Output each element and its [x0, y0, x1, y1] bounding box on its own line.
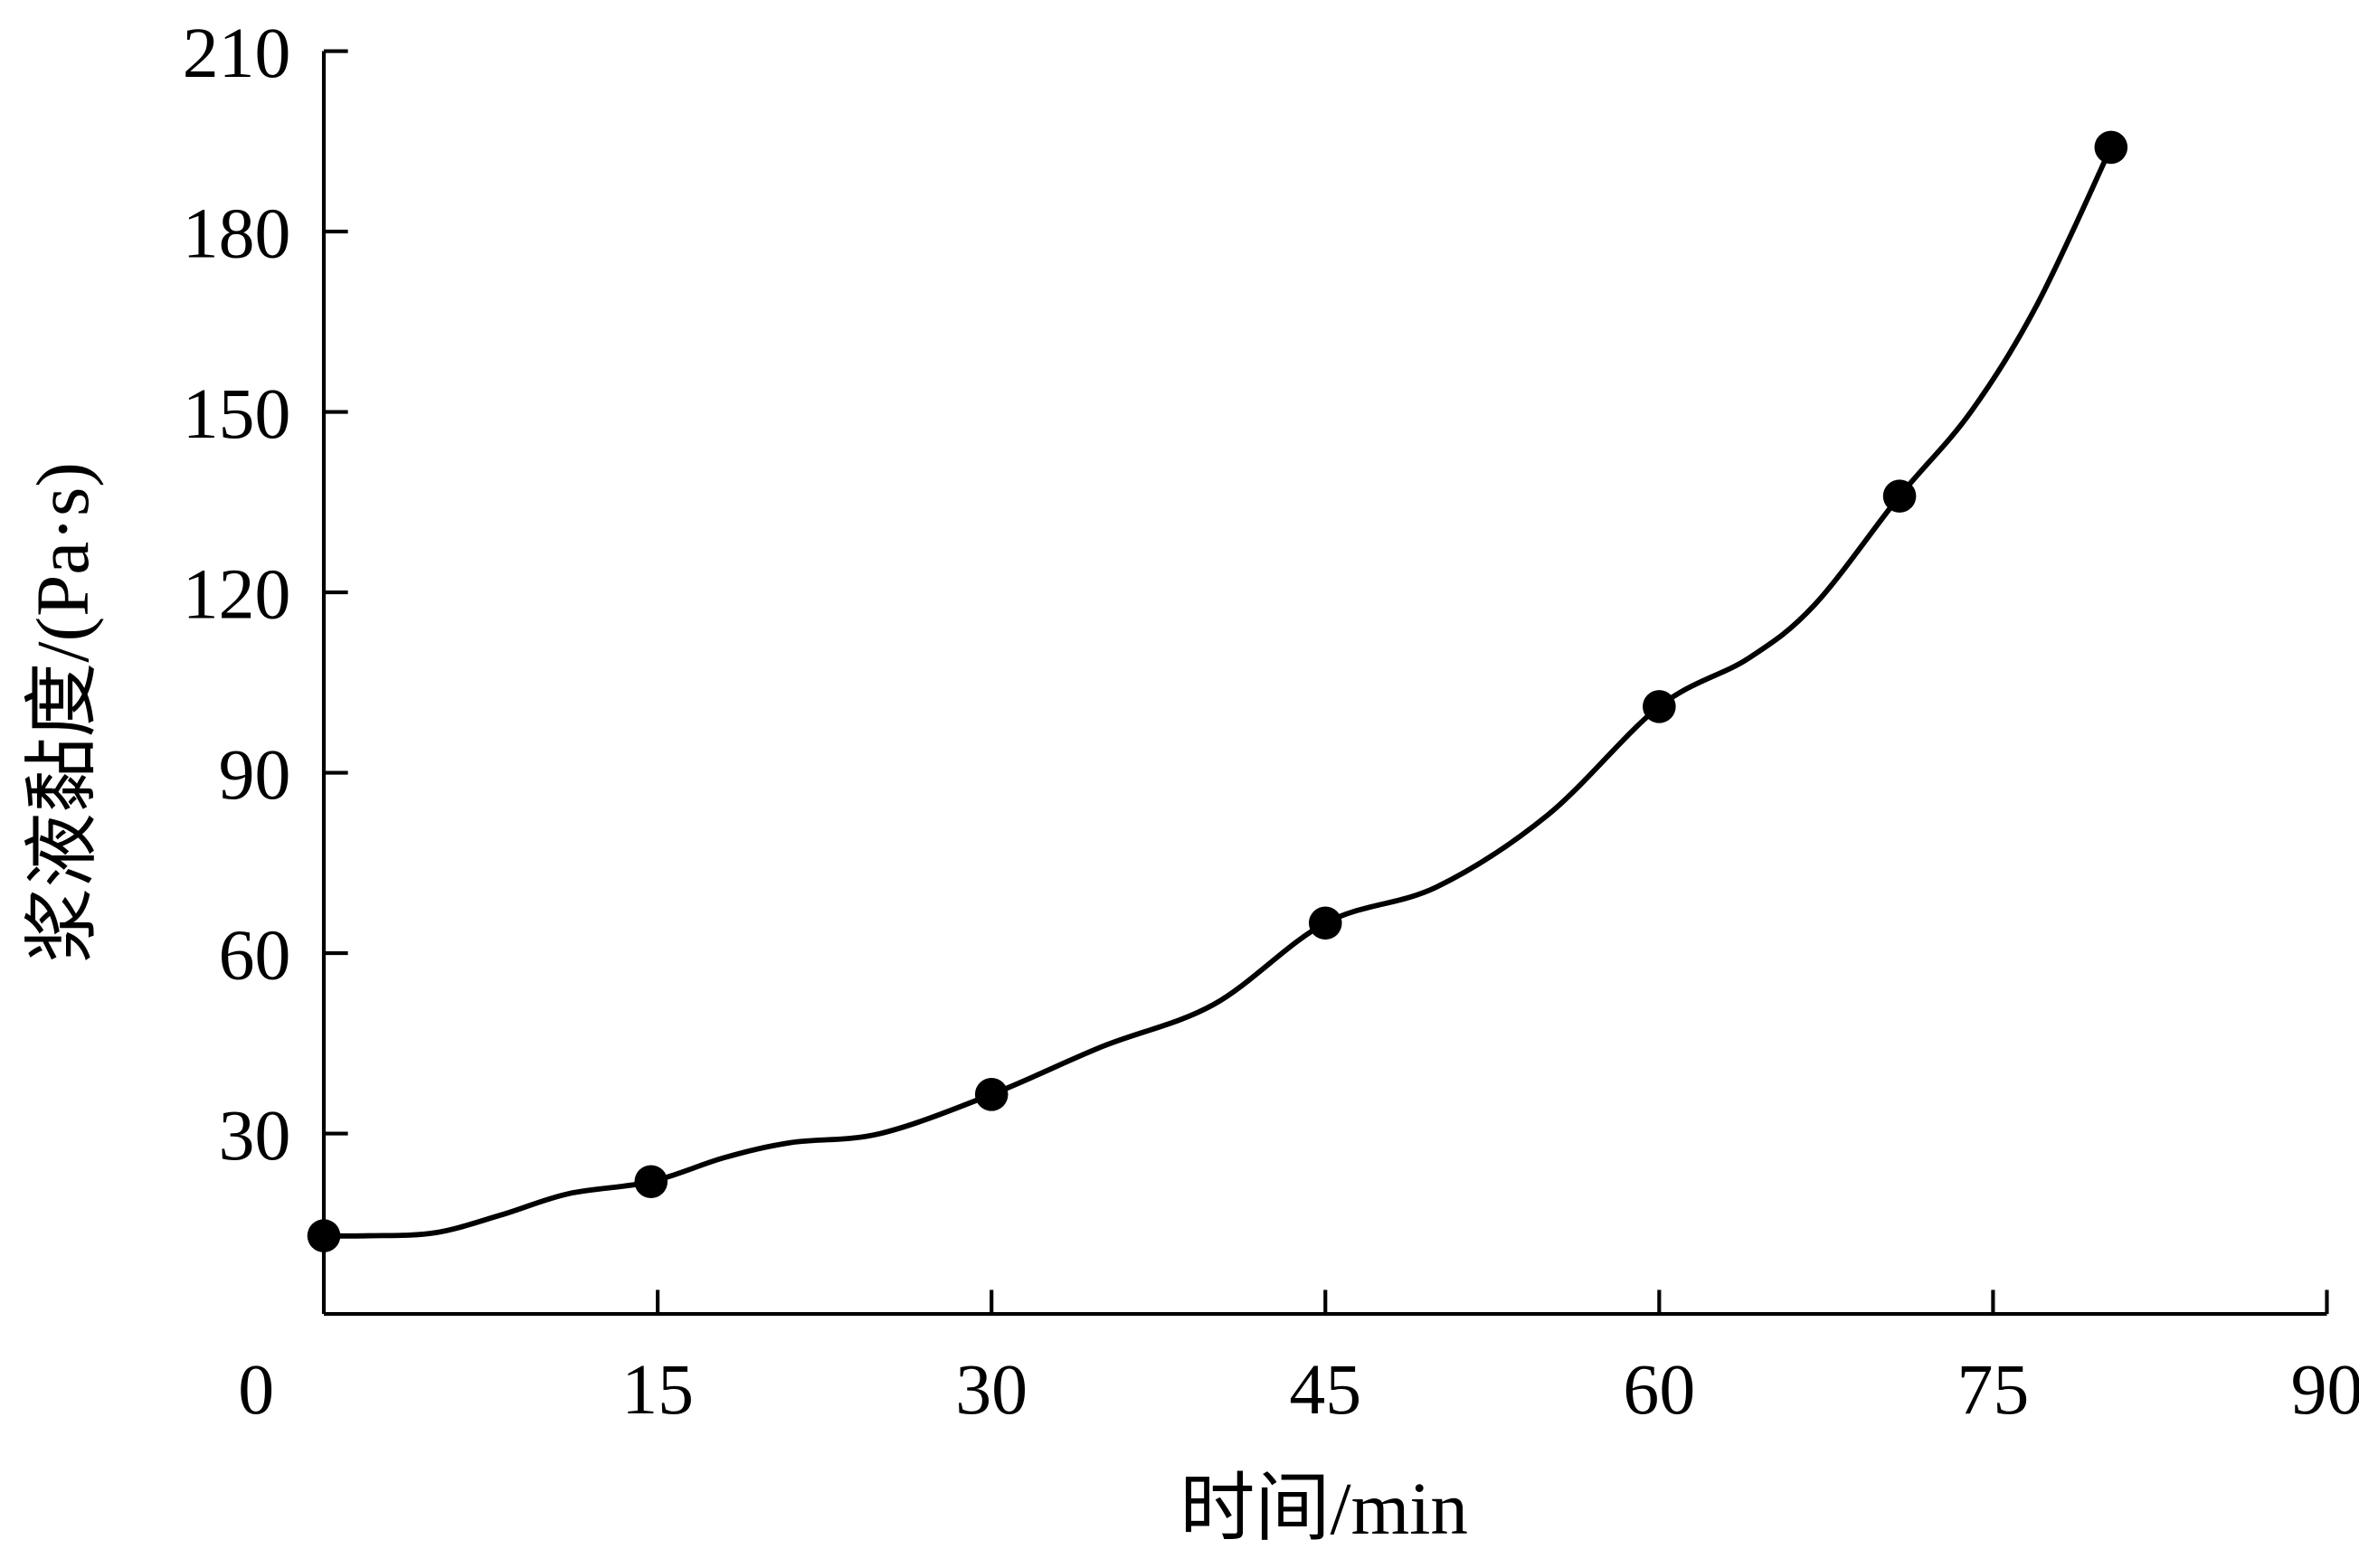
- data-point: [634, 1165, 668, 1199]
- x-tick-label: 30: [955, 1350, 1028, 1430]
- data-point: [974, 1078, 1009, 1111]
- x-tick-label: 15: [621, 1350, 694, 1430]
- y-tick-label: 90: [219, 735, 291, 815]
- data-point: [1308, 906, 1342, 940]
- x-tick-label: 60: [1623, 1350, 1695, 1430]
- series-line: [324, 146, 2114, 1239]
- x-tick-label: 0: [238, 1350, 274, 1430]
- y-tick-label: 30: [219, 1096, 291, 1176]
- x-axis-label: 时间/min: [1180, 1467, 1468, 1550]
- x-tick-label: 75: [1957, 1350, 2030, 1430]
- y-tick-label: 150: [183, 374, 291, 454]
- data-point: [1882, 479, 1917, 513]
- axes: [321, 51, 2327, 1317]
- y-tick-label: 120: [183, 554, 291, 634]
- y-tick-label: 210: [183, 14, 291, 93]
- data-point: [1643, 690, 1676, 723]
- x-tick-label: 45: [1289, 1350, 1361, 1430]
- y-tick-label: 180: [183, 194, 291, 273]
- data-point: [2094, 130, 2128, 165]
- y-tick-label: 60: [219, 915, 291, 995]
- x-tick-label: 90: [2291, 1350, 2359, 1430]
- y-axis-label: 浆液黏度/(Pa·s): [21, 462, 104, 963]
- data-point: [307, 1219, 341, 1252]
